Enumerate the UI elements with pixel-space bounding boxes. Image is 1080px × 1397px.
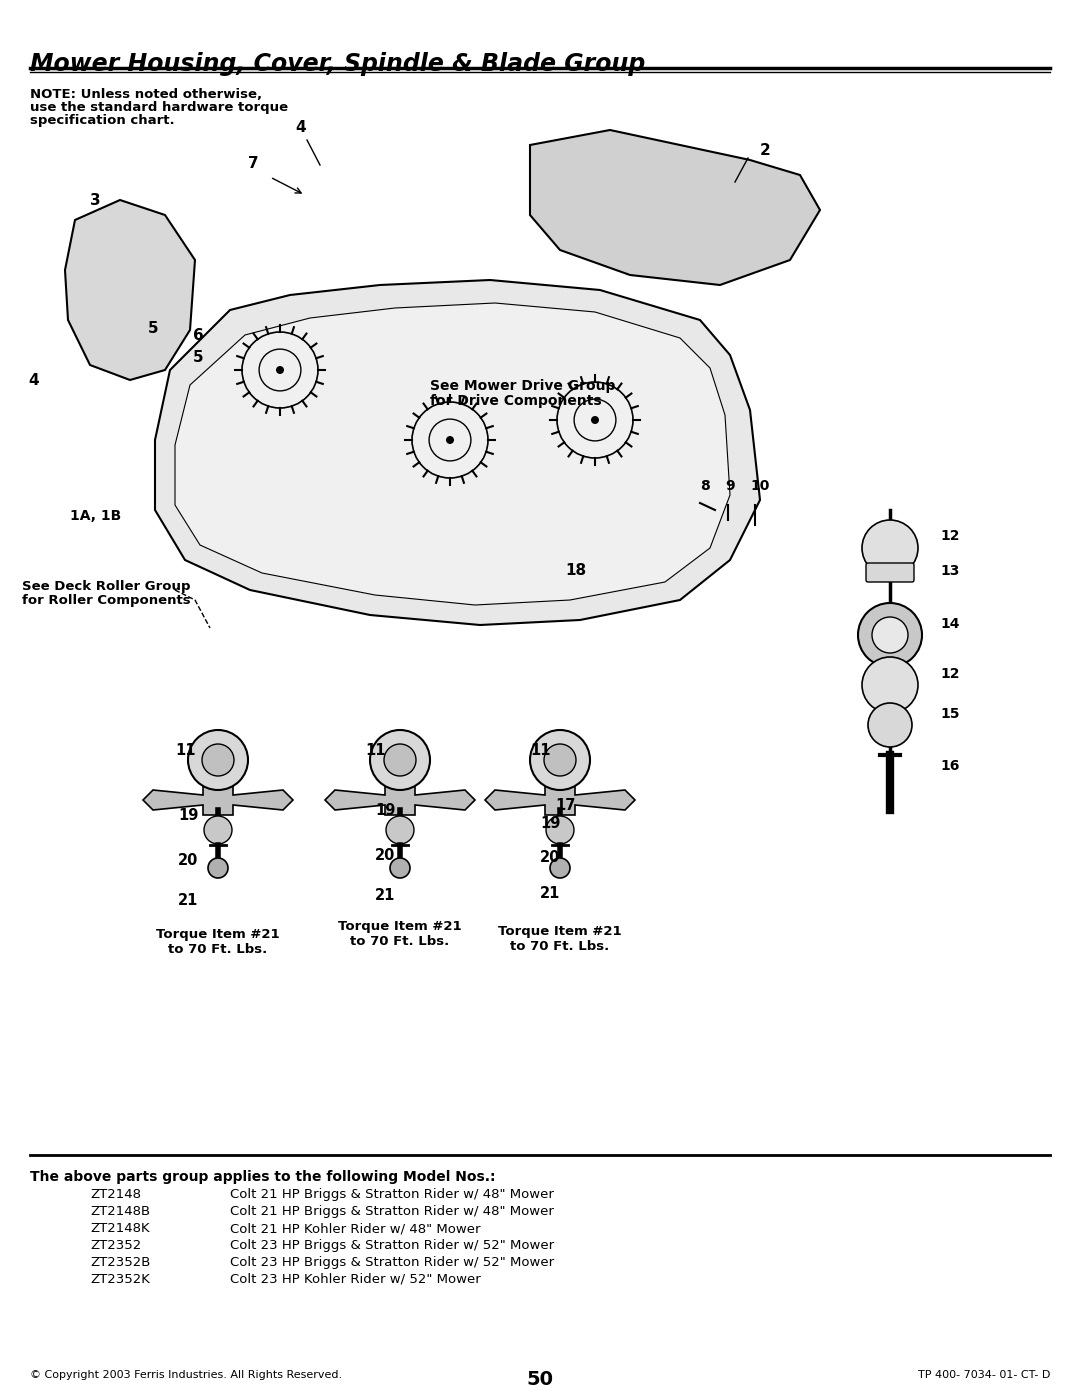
Circle shape [530,731,590,789]
Text: © Copyright 2003 Ferris Industries. All Rights Reserved.: © Copyright 2003 Ferris Industries. All … [30,1370,342,1380]
Circle shape [546,816,573,844]
Text: 11: 11 [530,743,551,759]
Text: ZT2148: ZT2148 [90,1187,141,1201]
Polygon shape [530,130,820,285]
Text: Colt 21 HP Briggs & Stratton Rider w/ 48" Mower: Colt 21 HP Briggs & Stratton Rider w/ 48… [230,1187,554,1201]
Text: use the standard hardware torque: use the standard hardware torque [30,101,288,115]
Text: 18: 18 [565,563,586,578]
Circle shape [386,816,414,844]
Polygon shape [143,785,293,814]
Text: 11: 11 [175,743,195,759]
Text: Colt 23 HP Briggs & Stratton Rider w/ 52" Mower: Colt 23 HP Briggs & Stratton Rider w/ 52… [230,1239,554,1252]
Circle shape [202,745,234,775]
Text: for Roller Components: for Roller Components [22,594,191,608]
Text: 19: 19 [540,816,561,831]
Text: to 70 Ft. Lbs.: to 70 Ft. Lbs. [350,935,449,949]
Text: 9: 9 [725,479,734,493]
Circle shape [370,731,430,789]
Text: 10: 10 [750,479,769,493]
Text: 19: 19 [375,803,395,819]
Circle shape [446,436,454,444]
Polygon shape [156,279,760,624]
Circle shape [544,745,576,775]
Circle shape [188,731,248,789]
Text: 17: 17 [555,798,576,813]
Text: Colt 21 HP Kohler Rider w/ 48" Mower: Colt 21 HP Kohler Rider w/ 48" Mower [230,1222,481,1235]
Circle shape [204,816,232,844]
Text: 3: 3 [90,193,100,208]
Circle shape [390,858,410,877]
Text: 4: 4 [295,120,306,136]
Text: to 70 Ft. Lbs.: to 70 Ft. Lbs. [168,943,268,956]
Polygon shape [325,785,475,814]
Text: The above parts group applies to the following Model Nos.:: The above parts group applies to the fol… [30,1171,496,1185]
Text: 50: 50 [527,1370,554,1389]
Text: 5: 5 [148,321,159,337]
Circle shape [591,416,599,425]
Text: See Mower Drive Group: See Mower Drive Group [430,379,616,393]
Text: 12: 12 [940,666,959,680]
Text: specification chart.: specification chart. [30,115,175,127]
Text: Colt 21 HP Briggs & Stratton Rider w/ 48" Mower: Colt 21 HP Briggs & Stratton Rider w/ 48… [230,1206,554,1218]
Text: 13: 13 [940,564,959,578]
Text: 12: 12 [940,529,959,543]
Text: 14: 14 [940,617,959,631]
Circle shape [868,703,912,747]
Text: 6: 6 [193,328,204,344]
FancyBboxPatch shape [866,563,914,583]
Circle shape [862,657,918,712]
Polygon shape [175,303,730,605]
Text: 4: 4 [28,373,39,388]
Text: 11: 11 [365,743,386,759]
Circle shape [384,745,416,775]
Text: ZT2352: ZT2352 [90,1239,141,1252]
Text: Colt 23 HP Kohler Rider w/ 52" Mower: Colt 23 HP Kohler Rider w/ 52" Mower [230,1273,481,1287]
Text: ZT2148B: ZT2148B [90,1206,150,1218]
Circle shape [862,520,918,576]
Text: ZT2148K: ZT2148K [90,1222,150,1235]
Text: to 70 Ft. Lbs.: to 70 Ft. Lbs. [511,940,609,953]
Text: 8: 8 [700,479,710,493]
Polygon shape [65,200,195,380]
Circle shape [550,858,570,877]
Text: ZT2352B: ZT2352B [90,1256,150,1268]
Text: 15: 15 [940,707,959,721]
Text: Torque Item #21: Torque Item #21 [498,925,622,937]
Text: 21: 21 [375,888,395,902]
Text: 20: 20 [540,849,561,865]
Text: 2: 2 [760,142,771,158]
Text: 1A, 1B: 1A, 1B [70,509,121,522]
Polygon shape [485,785,635,814]
Text: Colt 23 HP Briggs & Stratton Rider w/ 52" Mower: Colt 23 HP Briggs & Stratton Rider w/ 52… [230,1256,554,1268]
Text: 20: 20 [178,854,199,868]
Text: 5: 5 [193,351,204,365]
Text: TP 400- 7034- 01- CT- D: TP 400- 7034- 01- CT- D [918,1370,1050,1380]
Text: 16: 16 [940,759,959,773]
Text: Torque Item #21: Torque Item #21 [338,921,462,933]
Text: NOTE: Unless noted otherwise,: NOTE: Unless noted otherwise, [30,88,262,101]
Text: Mower Housing, Cover, Spindle & Blade Group: Mower Housing, Cover, Spindle & Blade Gr… [30,52,645,75]
Text: Torque Item #21: Torque Item #21 [157,928,280,942]
Text: See Deck Roller Group: See Deck Roller Group [22,580,190,592]
Text: 21: 21 [178,893,199,908]
Text: 21: 21 [540,886,561,901]
Circle shape [858,604,922,666]
Text: ZT2352K: ZT2352K [90,1273,150,1287]
Circle shape [276,366,284,374]
Circle shape [872,617,908,652]
Text: 19: 19 [178,807,199,823]
Text: 7: 7 [248,156,258,170]
Text: for Drive Components: for Drive Components [430,394,602,408]
Text: 20: 20 [375,848,395,863]
Circle shape [208,858,228,877]
